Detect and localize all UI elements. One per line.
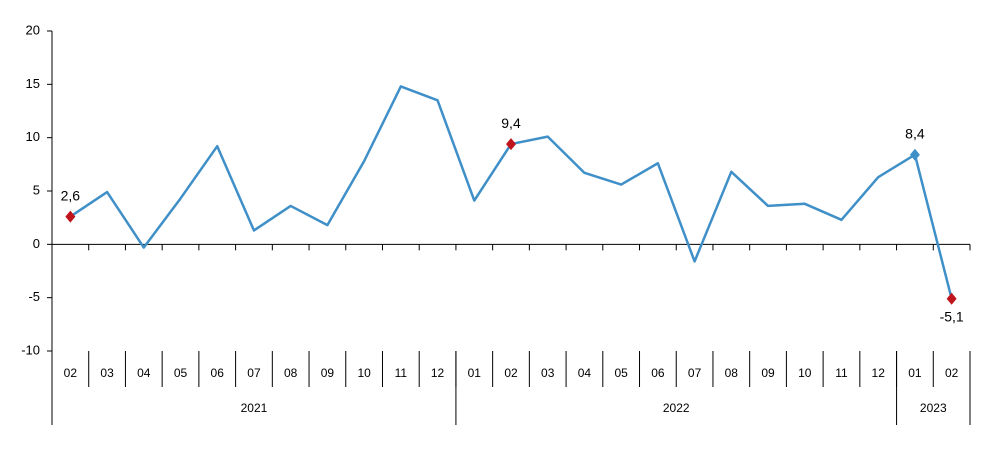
group-label: 2022 (663, 401, 690, 415)
y-tick-label: 15 (26, 76, 40, 91)
x-tick-label: 03 (100, 366, 114, 380)
x-tick-label: 05 (614, 366, 628, 380)
x-tick-label: 10 (357, 366, 371, 380)
y-tick-label: 5 (33, 182, 40, 197)
x-tick-label: 01 (908, 366, 922, 380)
x-tick-label: 11 (395, 366, 408, 380)
x-tick-label: 12 (872, 366, 886, 380)
x-tick-label: 01 (468, 366, 482, 380)
x-tick-label: 06 (211, 366, 225, 380)
x-tick-label: 12 (431, 366, 445, 380)
value-label: 2,6 (61, 187, 81, 203)
x-tick-label: 09 (321, 366, 335, 380)
marker (909, 148, 920, 161)
group-label: 2021 (241, 401, 268, 415)
value-label: -5,1 (940, 308, 964, 324)
x-tick-label: 05 (174, 366, 188, 380)
marker (65, 210, 76, 223)
x-tick-label: 02 (504, 366, 518, 380)
x-tick-label: 07 (247, 366, 261, 380)
x-tick-label: 09 (761, 366, 775, 380)
x-tick-label: 08 (725, 366, 739, 380)
x-tick-label: 02 (945, 366, 959, 380)
y-tick-label: 20 (26, 22, 40, 37)
x-tick-label: 02 (64, 366, 78, 380)
y-tick-label: 0 (33, 236, 40, 251)
group-label: 2023 (920, 401, 947, 415)
x-tick-label: 07 (688, 366, 702, 380)
x-tick-label: 10 (798, 366, 812, 380)
x-tick-label: 08 (284, 366, 298, 380)
y-tick-label: 10 (26, 129, 40, 144)
y-tick-label: -10 (21, 342, 40, 357)
x-tick-label: 04 (137, 366, 151, 380)
marker (506, 138, 516, 151)
x-tick-label: 06 (651, 366, 665, 380)
value-label: 9,4 (501, 115, 521, 131)
x-tick-label: 11 (835, 366, 848, 380)
marker (946, 292, 957, 305)
x-tick-label: 04 (578, 366, 592, 380)
y-tick-label: -5 (28, 289, 40, 304)
x-tick-label: 03 (541, 366, 555, 380)
value-label: 8,4 (905, 125, 925, 141)
